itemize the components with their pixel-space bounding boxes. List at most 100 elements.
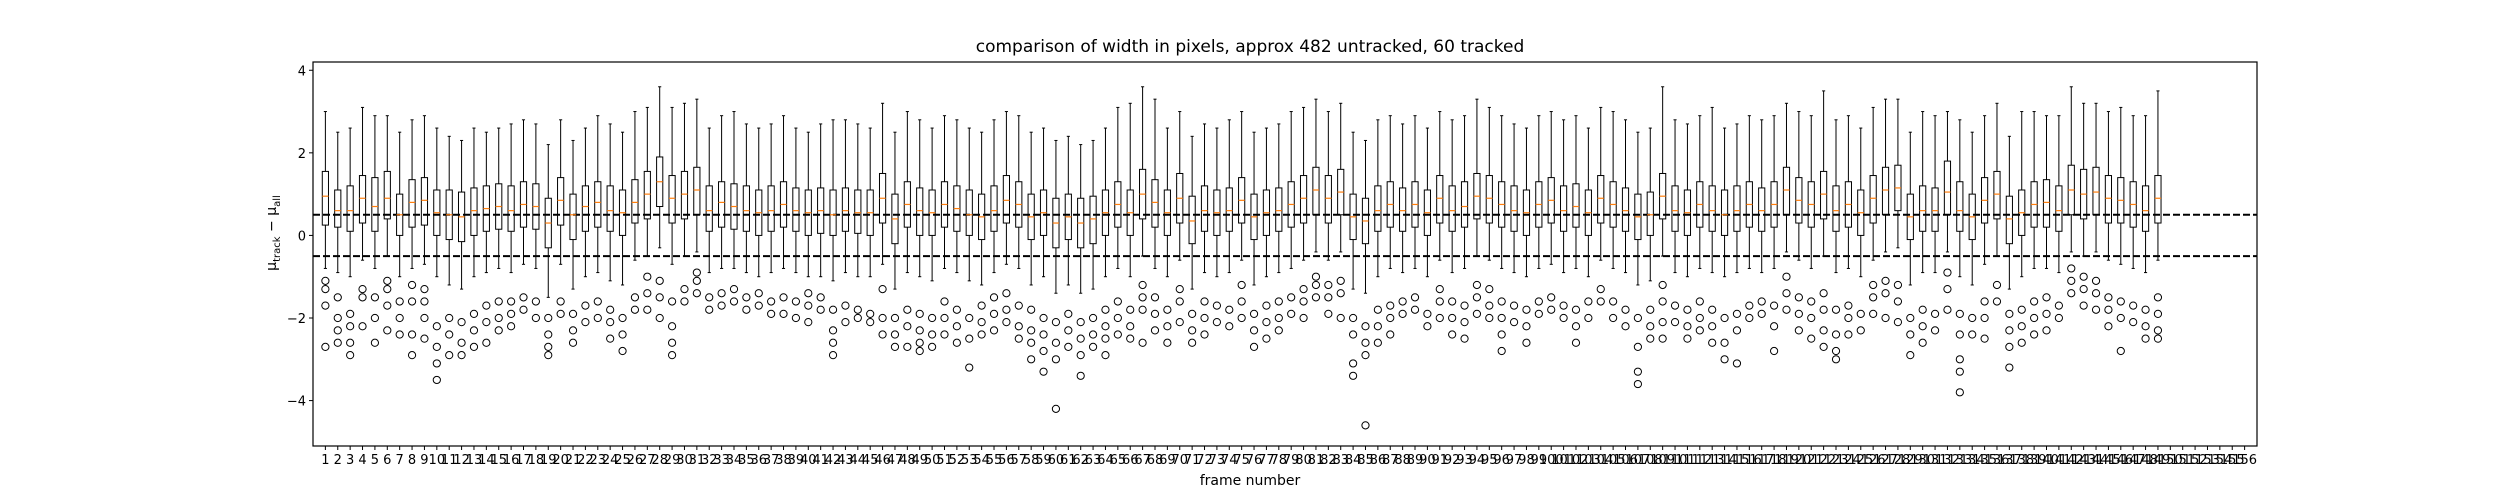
box-frame-23 — [593, 115, 602, 323]
outlier-point — [1163, 305, 1172, 314]
outlier-point — [1163, 322, 1172, 331]
outlier-point — [2017, 338, 2026, 347]
outlier-point — [1782, 272, 1791, 281]
outlier-point — [1349, 330, 1358, 339]
outlier-point — [1274, 313, 1283, 323]
outlier-point — [556, 309, 565, 318]
x-tick-label: 101 — [1551, 453, 1576, 468]
box-body — [1869, 175, 1877, 224]
box-frame-98 — [1522, 127, 1531, 347]
outlier-point — [1101, 351, 1110, 360]
outlier-point — [519, 305, 528, 314]
outlier-point — [1311, 272, 1321, 281]
outlier-point — [1002, 289, 1011, 298]
outlier-point — [1646, 334, 1655, 343]
outlier-point — [457, 351, 466, 360]
x-tick-label: 142 — [2059, 453, 2084, 468]
box-frame-4 — [358, 106, 367, 331]
box-body — [358, 175, 367, 224]
box-frame-52 — [952, 119, 961, 347]
outlier-point — [940, 330, 949, 339]
outlier-point — [903, 342, 912, 352]
outlier-point — [1732, 359, 1742, 368]
box-body — [1460, 181, 1469, 228]
outlier-point — [1435, 313, 1444, 323]
outlier-point — [1448, 313, 1457, 323]
outlier-point — [1051, 355, 1061, 364]
box-body — [1188, 195, 1196, 245]
outlier-point — [482, 338, 491, 347]
box-frame-106 — [1621, 119, 1630, 331]
x-tick-label: 3 — [346, 453, 354, 468]
outlier-point — [346, 322, 355, 331]
outlier-point — [1893, 297, 1903, 306]
outlier-point — [2153, 326, 2163, 335]
box-frame-79 — [1287, 111, 1296, 318]
box-body — [1733, 185, 1741, 232]
outlier-point — [828, 305, 838, 314]
box-body — [854, 189, 862, 234]
x-tick-label: 154 — [2207, 453, 2232, 468]
outlier-point — [1349, 371, 1358, 380]
x-tick-label: 63 — [1085, 453, 1102, 468]
outlier-point — [1027, 355, 1036, 364]
x-tick-label: 35 — [738, 453, 755, 468]
outlier-point — [1831, 330, 1841, 339]
outlier-point — [791, 297, 801, 306]
outlier-point — [1126, 305, 1135, 314]
outlier-point — [407, 297, 417, 306]
box-body — [1399, 187, 1407, 232]
x-tick-label: 117 — [1749, 453, 1774, 468]
outlier-point — [1534, 297, 1543, 306]
outlier-point — [965, 334, 974, 343]
x-tick-label: 39 — [788, 453, 805, 468]
outlier-point — [977, 318, 986, 327]
box-body — [767, 185, 775, 232]
outlier-point — [420, 334, 429, 343]
outlier-point — [2067, 289, 2076, 298]
box-frame-88 — [1398, 123, 1407, 318]
outlier-point — [2153, 309, 2163, 318]
outlier-point — [1831, 355, 1841, 364]
box-body — [742, 185, 750, 232]
box-frame-87 — [1386, 115, 1395, 339]
box-frame-50 — [928, 127, 937, 352]
outlier-point — [2116, 346, 2125, 356]
x-tick-label: 111 — [1675, 453, 1700, 468]
box-frame-27 — [643, 106, 652, 314]
outlier-point — [1039, 346, 1048, 356]
outlier-point — [568, 326, 578, 335]
box-frame-42 — [828, 119, 838, 360]
box-body — [2141, 185, 2150, 232]
box-frame-68 — [1150, 98, 1160, 335]
box-frame-81 — [1311, 98, 1321, 302]
x-tick-label: 80 — [1295, 453, 1312, 468]
box-body — [631, 179, 639, 224]
box-frame-64 — [1101, 127, 1110, 360]
x-tick-label: 55 — [986, 453, 1003, 468]
box-body — [1200, 185, 1209, 232]
x-tick-label: 109 — [1650, 453, 1675, 468]
x-tick-label: 36 — [750, 453, 767, 468]
outlier-point — [1175, 297, 1184, 306]
box-body — [1720, 189, 1729, 236]
x-tick-label: 68 — [1147, 453, 1164, 468]
outlier-point — [1324, 280, 1333, 290]
x-tick-label: 153 — [2195, 453, 2220, 468]
outlier-point — [643, 289, 652, 298]
x-tick-label: 97 — [1506, 453, 1523, 468]
box-frame-124 — [1844, 115, 1853, 339]
outlier-point — [544, 330, 553, 339]
outlier-point — [2091, 305, 2101, 314]
outlier-point — [890, 313, 900, 323]
outlier-point — [1349, 359, 1358, 368]
outlier-point — [581, 301, 590, 310]
x-tick-label: 81 — [1308, 453, 1325, 468]
x-tick-label: 85 — [1357, 453, 1374, 468]
x-tick-label: 118 — [1762, 453, 1787, 468]
outlier-point — [1708, 322, 1717, 331]
outlier-point — [1212, 301, 1221, 310]
outlier-point — [407, 330, 417, 339]
x-tick-label: 2 — [334, 453, 342, 468]
outlier-point — [593, 313, 602, 323]
